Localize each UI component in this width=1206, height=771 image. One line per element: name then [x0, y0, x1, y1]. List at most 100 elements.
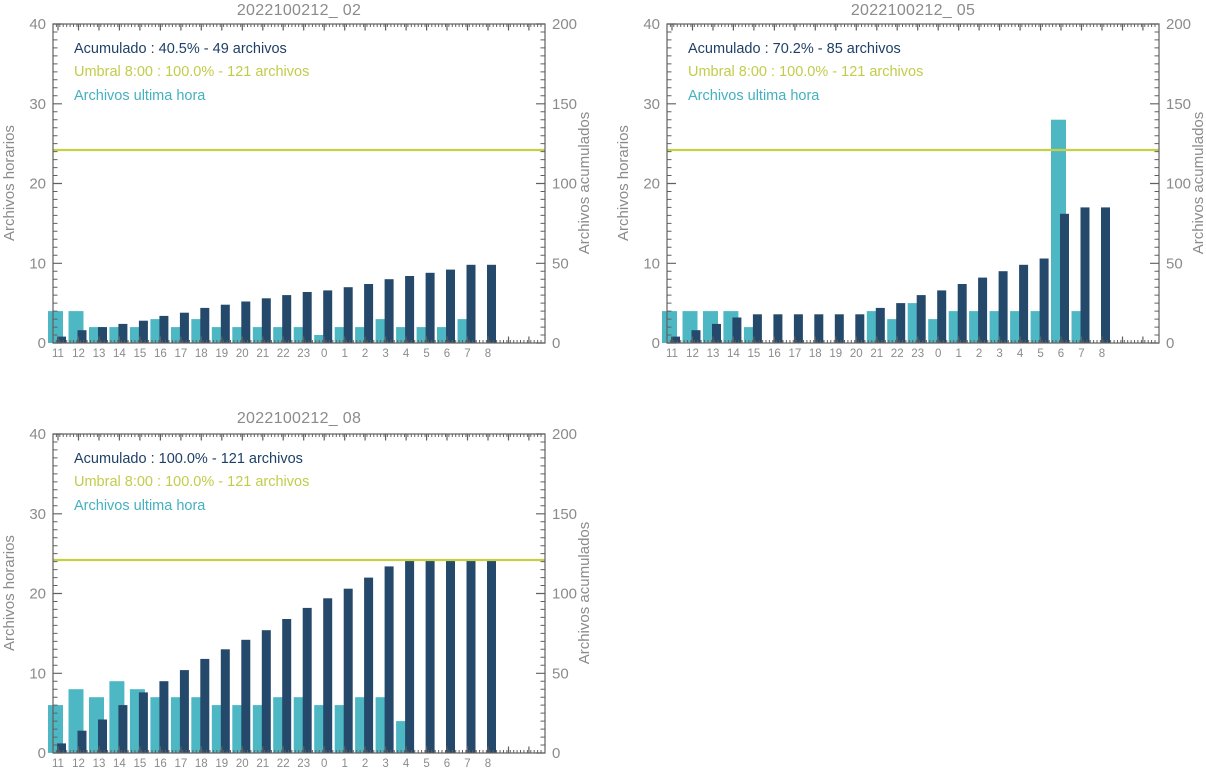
- y-tick-label-left: 30: [643, 96, 660, 113]
- accumulated-bar: [384, 566, 394, 753]
- major-ticks: [53, 433, 545, 754]
- accumulated-bar: [98, 719, 107, 753]
- y-tick-label-right: 200: [552, 426, 577, 443]
- x-tick-label: 6: [1058, 348, 1064, 360]
- y-tick-label-right: 200: [552, 16, 577, 33]
- chart-title: 2022100212_ 05: [850, 2, 976, 19]
- x-tick-label: 17: [175, 348, 188, 360]
- x-tick-label: 15: [134, 348, 147, 360]
- major-ticks: [667, 23, 1159, 344]
- x-tick-label: 8: [485, 758, 491, 770]
- accumulated-bar: [896, 303, 906, 343]
- y-tick-label-left: 10: [29, 255, 46, 272]
- accumulated-bar: [1060, 213, 1069, 343]
- right-axis-title: Archivos acumulados: [1190, 111, 1206, 255]
- x-tick-label: 13: [93, 758, 106, 770]
- accumulated-bar: [220, 649, 230, 753]
- y-tick-label-left: 20: [29, 176, 46, 193]
- x-tick-label: 7: [1078, 348, 1084, 360]
- accumulated-bar: [405, 560, 415, 753]
- x-tick-label: 12: [72, 348, 85, 360]
- accumulated-bar: [855, 314, 865, 343]
- major-ticks: [53, 23, 545, 344]
- y-tick-label-left: 40: [29, 16, 46, 33]
- accumulated-bar: [978, 277, 988, 343]
- x-tick-label: 4: [1017, 348, 1024, 360]
- x-tick-label: 8: [1099, 348, 1105, 360]
- accumulated-bar: [220, 304, 230, 343]
- x-tick-label: 17: [175, 758, 188, 770]
- y-tick-label-left: 40: [643, 16, 660, 33]
- x-tick-label: 11: [666, 348, 678, 360]
- y-tick-label-right: 150: [552, 506, 577, 523]
- chart-panel-run-02: 0 10 20 30 40 0 50 100 150 200 11 12 13 14 15 16 17 18 19 2…: [0, 0, 603, 385]
- x-tick-label: 22: [277, 758, 290, 770]
- x-tick-label: 14: [113, 758, 126, 770]
- x-tick-label: 1: [341, 758, 347, 770]
- minor-ticks: [53, 434, 545, 753]
- accumulated-bar: [323, 598, 333, 753]
- x-tick-label: 23: [297, 348, 310, 360]
- x-tick-label: 18: [195, 758, 208, 770]
- accumulated-bar: [118, 705, 128, 753]
- accumulated-bar: [261, 298, 271, 343]
- x-tick-label: 11: [52, 348, 64, 360]
- legend-umbral: Umbral 8:00 : 100.0% - 121 archivos: [74, 64, 310, 80]
- accumulated-bar: [241, 301, 251, 343]
- x-tick-label: 2: [362, 348, 368, 360]
- legend-acumulado: Acumulado : 100.0% - 121 archivos: [74, 451, 303, 467]
- accumulated-bar: [1101, 207, 1110, 343]
- accumulated-bar: [159, 315, 169, 343]
- x-tick-label: 14: [727, 348, 740, 360]
- x-tick-label: 2: [976, 348, 982, 360]
- x-tick-label: 17: [789, 348, 802, 360]
- x-tick-label: 5: [423, 758, 429, 770]
- legend-ultima-hora: Archivos ultima hora: [74, 88, 206, 104]
- x-tick-label: 21: [256, 758, 269, 770]
- accumulated-bar: [57, 743, 66, 753]
- accumulated-bar: [466, 560, 476, 753]
- accumulated-bar: [57, 336, 66, 343]
- x-tick-label: 4: [403, 348, 410, 360]
- x-tick-label: 13: [93, 348, 106, 360]
- y-tick-label-left: 20: [643, 176, 660, 193]
- hourly-bar: [314, 335, 330, 343]
- legend-umbral: Umbral 8:00 : 100.0% - 121 archivos: [74, 474, 310, 490]
- x-tick-label: 20: [236, 348, 249, 360]
- x-tick-label: 8: [485, 348, 491, 360]
- accumulated-bar: [425, 560, 435, 753]
- x-tick-label: 23: [911, 348, 924, 360]
- accumulated-bar: [159, 681, 169, 753]
- accumulated-bar: [343, 588, 353, 753]
- x-tick-label: 15: [134, 758, 147, 770]
- legend-ultima-hora: Archivos ultima hora: [74, 498, 206, 514]
- accumulated-bar: [343, 287, 353, 343]
- y-tick-label-right: 100: [552, 176, 577, 193]
- accumulated-bar: [200, 658, 210, 753]
- x-tick-label: 20: [236, 758, 249, 770]
- x-tick-label: 14: [113, 348, 126, 360]
- accumulated-bar: [138, 692, 148, 753]
- y-tick-label-left: 40: [29, 426, 46, 443]
- chart-title: 2022100212_ 08: [236, 410, 362, 427]
- accumulated-bar: [282, 619, 292, 753]
- accumulated-bar: [446, 560, 455, 753]
- left-axis-title: Archivos horarios: [1, 125, 18, 241]
- accumulated-bar: [1039, 258, 1049, 343]
- accumulated-bar: [793, 314, 803, 343]
- accumulated-bar: [302, 607, 312, 753]
- x-tick-label: 0: [321, 758, 327, 770]
- x-tick-label: 18: [809, 348, 822, 360]
- y-tick-label-right: 50: [552, 255, 569, 272]
- accumulated-bar: [200, 307, 210, 343]
- x-tick-label: 12: [686, 348, 699, 360]
- x-tick-label: 7: [464, 758, 470, 770]
- x-tick-label: 11: [52, 758, 64, 770]
- y-tick-label-right: 50: [552, 665, 569, 682]
- y-tick-label-left: 0: [38, 745, 46, 762]
- accumulated-bar: [302, 292, 312, 343]
- accumulated-bar: [875, 307, 885, 343]
- left-axis-title: Archivos horarios: [615, 125, 632, 241]
